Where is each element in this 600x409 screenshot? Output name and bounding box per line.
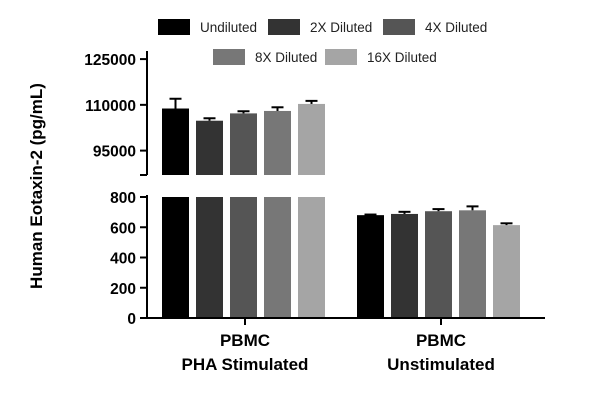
legend-swatch-2: [268, 19, 300, 35]
legend-swatch-4: [213, 49, 245, 65]
y-tick-label-lower-5: 800: [110, 190, 136, 207]
x-tick-label-2-1: PBMC: [416, 331, 466, 350]
y-tick-label-lower-3: 400: [110, 251, 136, 268]
legend-swatch-3: [383, 19, 415, 35]
legend-label-4: 8X Diluted: [255, 50, 317, 65]
y-tick-label-upper-3: 125000: [84, 52, 136, 69]
bar-1-5-upper: [298, 103, 325, 175]
bar-1-2-upper: [196, 120, 223, 175]
bar-1-3-upper: [230, 113, 257, 175]
bar-1-4-lower: [264, 197, 291, 318]
bar-2-1: [357, 215, 384, 318]
bar-2-3: [425, 211, 452, 318]
y-tick-label-lower-1: 0: [127, 311, 136, 328]
x-tick-label-2-2: Unstimulated: [387, 355, 495, 374]
bar-1-1-upper: [162, 108, 189, 175]
y-tick-label-upper-2: 110000: [85, 98, 136, 115]
bar-1-5-lower: [298, 197, 325, 318]
bar-2-2: [391, 213, 418, 318]
legend-label-5: 16X Diluted: [367, 50, 437, 65]
bar-2-4: [459, 210, 486, 318]
bar-1-2-lower: [196, 197, 223, 318]
y-tick-label-lower-4: 600: [110, 220, 136, 237]
legend-swatch-1: [158, 19, 190, 35]
legend-label-2: 2X Diluted: [310, 20, 372, 35]
bar-1-4-upper: [264, 110, 291, 175]
x-tick-label-1-1: PBMC: [220, 331, 270, 350]
bar-2-5: [493, 225, 520, 318]
legend-swatch-5: [325, 49, 357, 65]
legend-label-3: 4X Diluted: [425, 20, 487, 35]
bar-1-3-lower: [230, 197, 257, 318]
y-axis-label: Human Eotaxin-2 (pg/mL): [27, 83, 46, 289]
bar-1-1-lower: [162, 197, 189, 318]
x-tick-label-1-2: PHA Stimulated: [182, 355, 309, 374]
y-tick-label-upper-1: 95000: [93, 144, 136, 161]
legend-label-1: Undiluted: [200, 20, 257, 35]
y-tick-label-lower-2: 200: [110, 281, 136, 298]
